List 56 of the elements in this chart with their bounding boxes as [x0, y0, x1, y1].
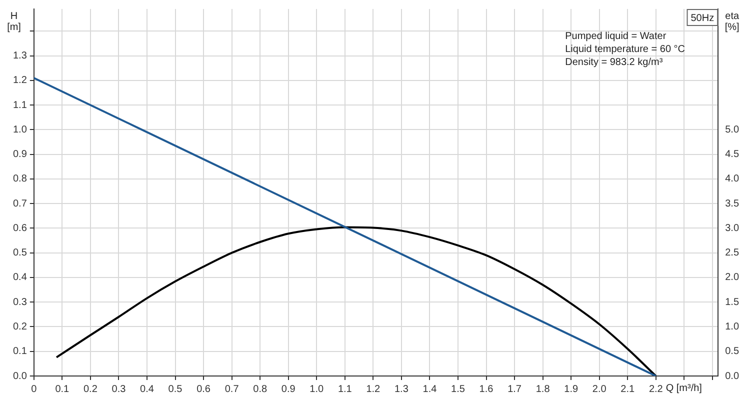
y-tick-label: 0.6: [12, 222, 28, 234]
y2-tick-label: 3.5: [725, 198, 740, 210]
y-tick-label: 0.3: [12, 296, 28, 308]
y2-tick-label: 0.5: [725, 346, 740, 358]
y-tick-label: 1.3: [12, 50, 28, 62]
y2-tick-label: 2.0: [725, 272, 740, 284]
x-tick-label: 2.1: [620, 384, 636, 395]
annotation: Pumped liquid = Water: [565, 30, 667, 42]
x-tick-label: 0.6: [196, 384, 211, 395]
y-tick-label: 0.4: [12, 272, 28, 284]
y2-tick-label: 4.0: [725, 174, 740, 185]
x-tick-label: 0.8: [253, 384, 268, 395]
x-tick-label: 0.4: [140, 384, 154, 395]
x-tick-label: 1.1: [338, 384, 352, 395]
y-tick-label: 1.0: [12, 124, 28, 136]
y-tick-label: 0.7: [12, 198, 28, 210]
y2-tick-label: 3.0: [725, 222, 740, 234]
x-tick-label: 1.5: [451, 384, 466, 395]
x-tick-label: 0.2: [83, 384, 98, 395]
x-tick-label: 0.3: [112, 384, 126, 395]
y2-tick-label: 2.5: [725, 248, 740, 259]
y-tick-label: 0.1: [12, 346, 28, 358]
y-tick-label: 0.5: [12, 248, 28, 259]
x-tick-label: 0.7: [224, 384, 240, 395]
x-tick-label: 1.4: [422, 384, 438, 395]
y-tick-label: 1.1: [12, 100, 28, 111]
x-tick-label: 1.8: [536, 384, 550, 395]
y2-tick-label: 1.0: [725, 321, 740, 332]
y2-tick-label: 4.5: [725, 149, 740, 160]
y2-axis-title: eta [%]: [724, 10, 740, 33]
y2-tick-label: 0.0: [725, 370, 740, 382]
x-tick-label: 0.5: [168, 384, 183, 395]
chart-title: 50Hz: [690, 12, 714, 24]
annotation: Density = 983.2 kg/m³: [565, 56, 664, 68]
x-axis-title: Q [m³/h]: [666, 382, 702, 394]
x-tick-label: 1.0: [310, 384, 324, 395]
y-tick-label: 0.0: [12, 370, 28, 382]
x-tick-label: 1.7: [508, 384, 522, 395]
y-tick-label: 0.8: [12, 174, 28, 185]
y2-tick-label: 5.0: [725, 124, 740, 136]
line-series: [56, 226, 657, 376]
x-tick-label: 0.1: [55, 384, 70, 395]
x-tick-label: 2.0: [592, 384, 607, 395]
x-tick-label: 1.3: [394, 384, 409, 395]
x-tick-label: 0.9: [281, 384, 296, 395]
y-axis-title: H [m]: [7, 10, 22, 33]
x-tick-label: 1.2: [366, 384, 381, 395]
y2-tick-label: 1.5: [725, 296, 740, 308]
y-tick-label: 0.9: [12, 149, 28, 160]
x-tick-label: 2.2: [648, 384, 664, 395]
y-tick-label: 0.2: [12, 321, 28, 332]
x-tick-label: 1.9: [564, 384, 578, 395]
y-tick-label: 1.2: [12, 75, 28, 86]
x-tick-label: 0: [31, 384, 38, 395]
annotation: Liquid temperature = 60 °C: [565, 44, 686, 55]
x-tick-label: 1.6: [479, 384, 494, 395]
